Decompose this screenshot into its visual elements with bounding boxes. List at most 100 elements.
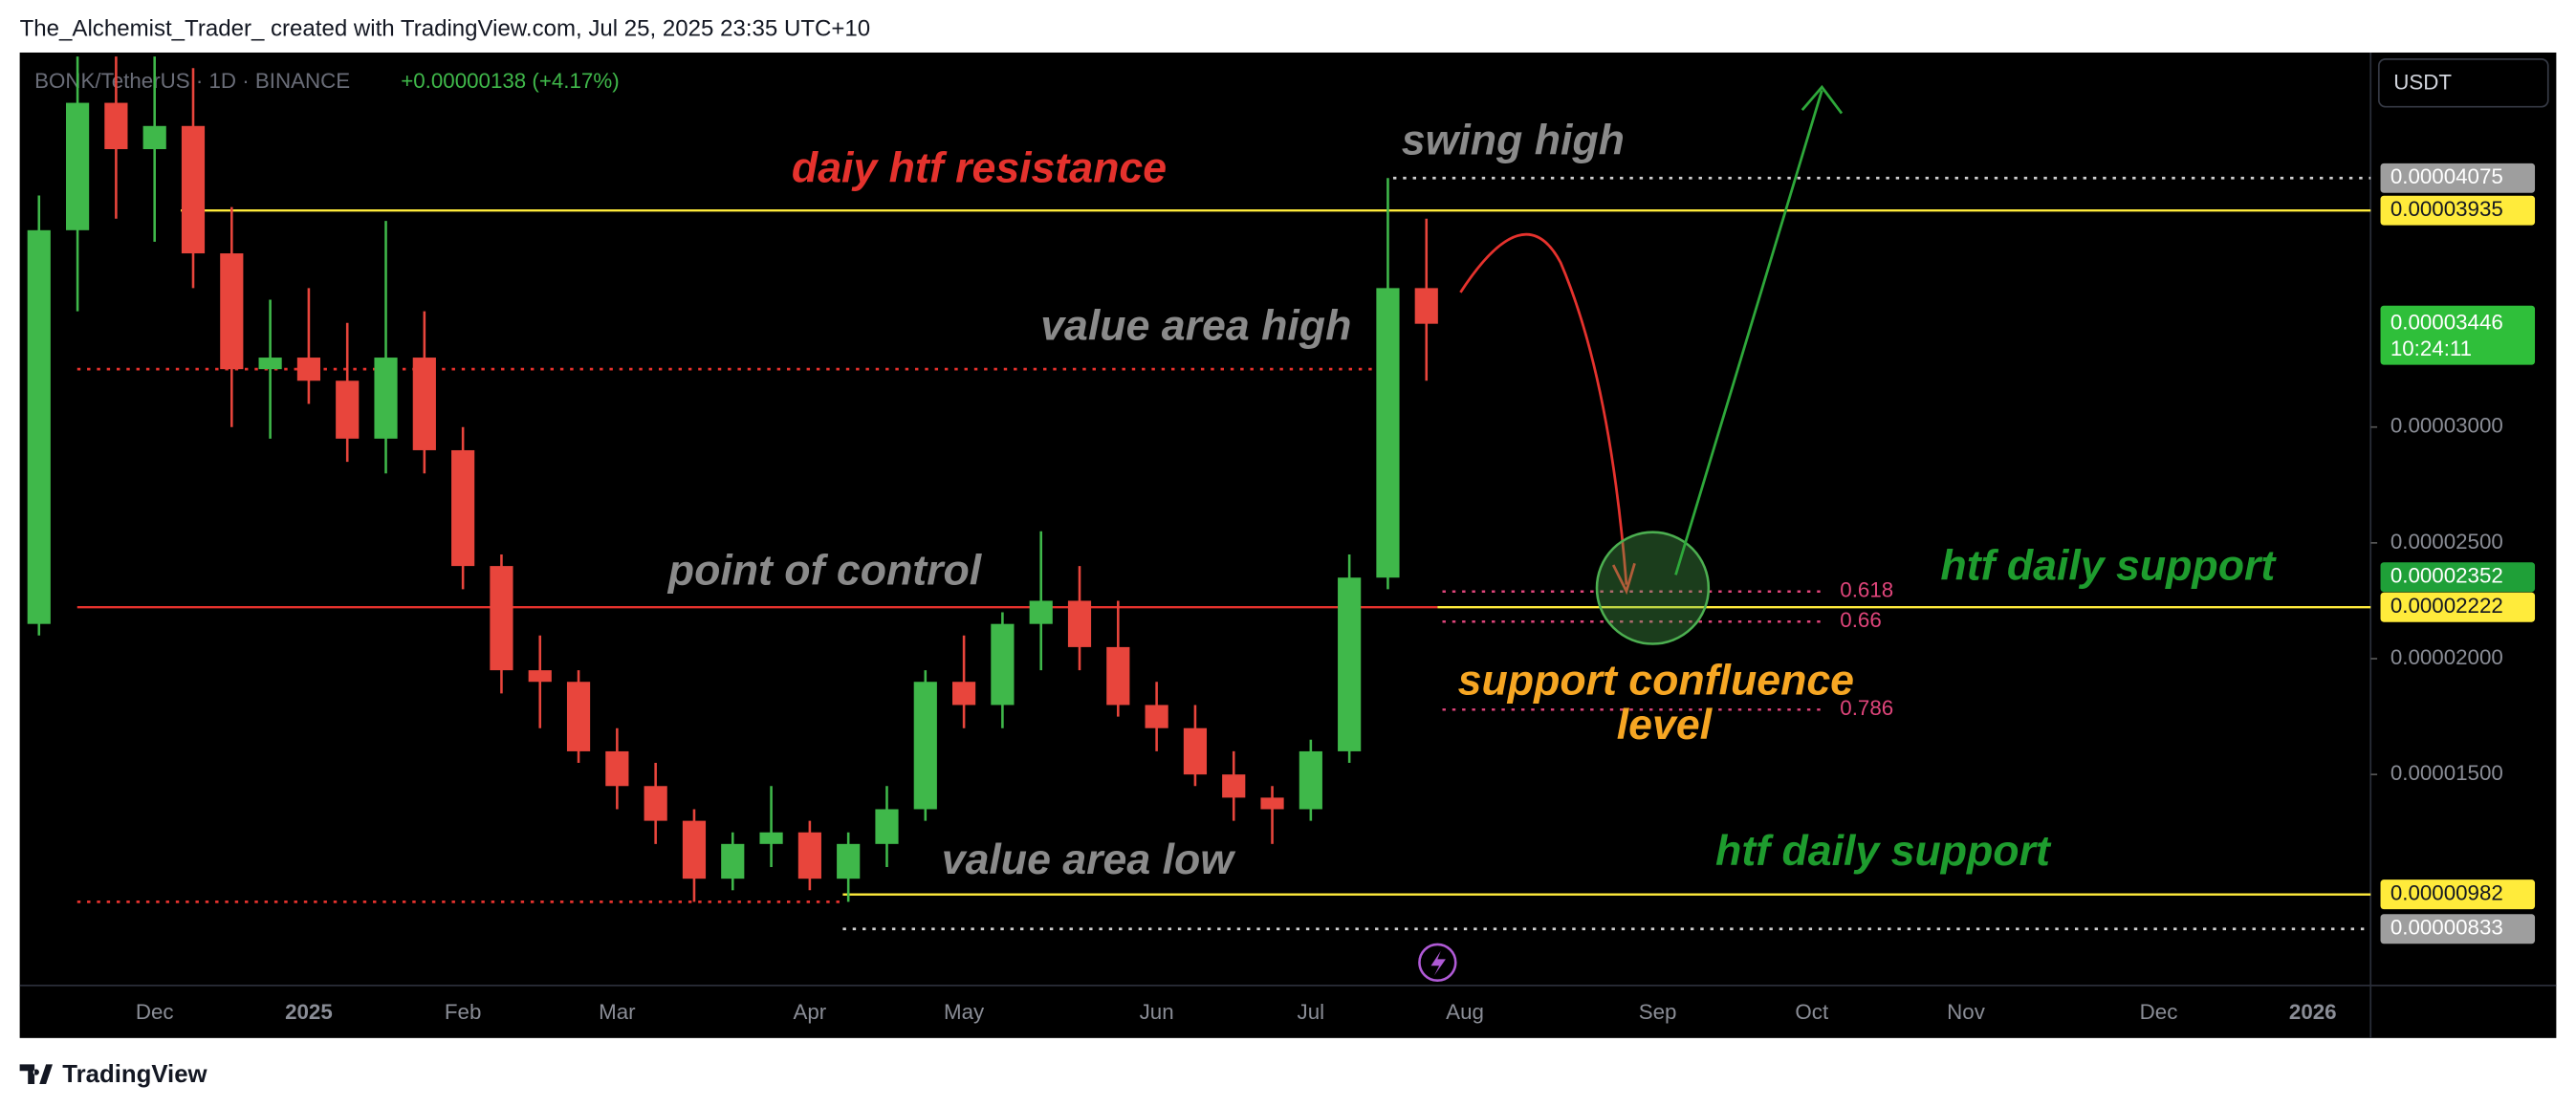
candle-body [258,358,282,370]
price-label-box [2380,914,2536,944]
candle-body [1029,600,1053,624]
candle-body [220,253,244,370]
drawn-arrow [1459,232,1628,585]
chart-area [19,52,2557,1038]
price-label: 0.00000833 [2390,916,2503,940]
candle-body [1414,288,1438,324]
x-tick-label: 2026 [2289,1000,2337,1024]
candle-body [759,832,783,844]
candle-body [952,682,976,705]
header-text: The_Alchemist_Trader_ created with Tradi… [20,15,871,41]
arrow-head [1611,562,1636,596]
candle-body [566,682,591,751]
candle-body [797,832,821,879]
x-tick-label: Mar [599,1000,636,1024]
candle-body [1260,797,1284,810]
x-tick-label: Jul [1298,1000,1325,1024]
levels: 0.618 0.66 0.786 [76,176,2371,931]
brand-logo [19,1064,53,1084]
candle-body [1222,774,1246,798]
target-zone [1595,531,1711,645]
x-tick-label: Apr [794,1000,827,1024]
x-tick-label: Oct [1795,1000,1829,1024]
candle-body [296,358,321,381]
price-label: 0.00004075 [2390,164,2503,188]
price-label: 0.00002222 [2390,594,2503,618]
candle-body [65,102,90,230]
x-tick-label: Dec [2140,1000,2178,1024]
candle-body [1145,705,1168,728]
candles [27,56,1438,902]
x-tick-label: 2025 [285,1000,333,1024]
candle-body [991,623,1015,705]
y-tick-label: 0.00002500 [2390,530,2503,554]
price-label-box [2380,879,2536,910]
price-label-box [2380,305,2536,365]
candle-body [528,670,552,683]
price-label-box [2380,592,2536,622]
x-tick-label: Dec [136,1000,174,1024]
candle-body [605,750,629,787]
candle-body [181,125,206,254]
candle-body [875,809,899,844]
annotations: daiy htf resistance swing high value area … [667,117,2278,883]
annotation: level [1617,702,1714,749]
price-label-box [2380,562,2536,593]
annotation: value area low [942,836,1237,883]
annotation: htf daily support [1940,542,2277,589]
x-tick-label: Aug [1446,1000,1484,1024]
annotation: point of control [667,547,983,594]
alert-bolt [1430,950,1446,976]
candle-body [27,229,51,624]
currency-label: USDT [2393,71,2452,95]
candle-body [1299,750,1322,810]
candle-body [1338,577,1362,751]
drawn-arrow [1674,90,1823,575]
price-change: +0.00000138 (+4.17%) [401,69,619,93]
y-tick-label: 0.00001500 [2390,761,2503,785]
fib-label: 0.786 [1840,696,1893,720]
annotation: value area high [1040,302,1351,349]
brand-name: TradingView [62,1061,207,1088]
candle-body [1376,288,1400,578]
price-label-box [2380,163,2536,193]
x-tick-label: May [944,1000,985,1024]
candle-body [913,682,937,810]
x-tick-label: Nov [1947,1000,1986,1024]
candle-body [1183,727,1208,775]
alert-icon[interactable] [1418,943,1457,982]
candle-body [490,566,513,671]
candle-body [1106,646,1130,705]
price-label: 0.00003446 [2390,311,2503,335]
fib-label: 0.618 [1840,578,1893,602]
candle-body [1067,600,1092,647]
axes: 0.00003000 0.00002500 0.00002000 0.00001500… [136,163,2536,1024]
candle-body [336,380,360,439]
arrow-head [1801,84,1844,115]
candle-body [104,102,128,150]
price-label: 0.00003935 [2390,197,2503,221]
currency-button[interactable] [2377,57,2549,108]
x-tick-label: Sep [1639,1000,1677,1024]
candle-body [644,786,667,821]
candle-body [721,843,745,879]
annotation: support confluence [1458,658,1854,705]
candle-body [412,358,436,450]
y-tick-label: 0.00003000 [2390,414,2503,438]
fib-label: 0.66 [1840,608,1881,632]
candle-body [682,820,707,879]
price-label: 0.00002352 [2390,564,2503,588]
annotation: swing high [1402,117,1625,163]
candle-body [142,125,166,150]
candle-body [451,449,475,567]
candle-body [837,843,861,879]
x-tick-label: Feb [445,1000,481,1024]
annotation: htf daily support [1715,828,2052,875]
price-label: 0.00000982 [2390,881,2503,905]
price-label-box [2380,195,2536,226]
countdown: 10:24:11 [2390,336,2472,360]
candle-body [374,358,398,439]
y-tick-label: 0.00002000 [2390,645,2503,669]
